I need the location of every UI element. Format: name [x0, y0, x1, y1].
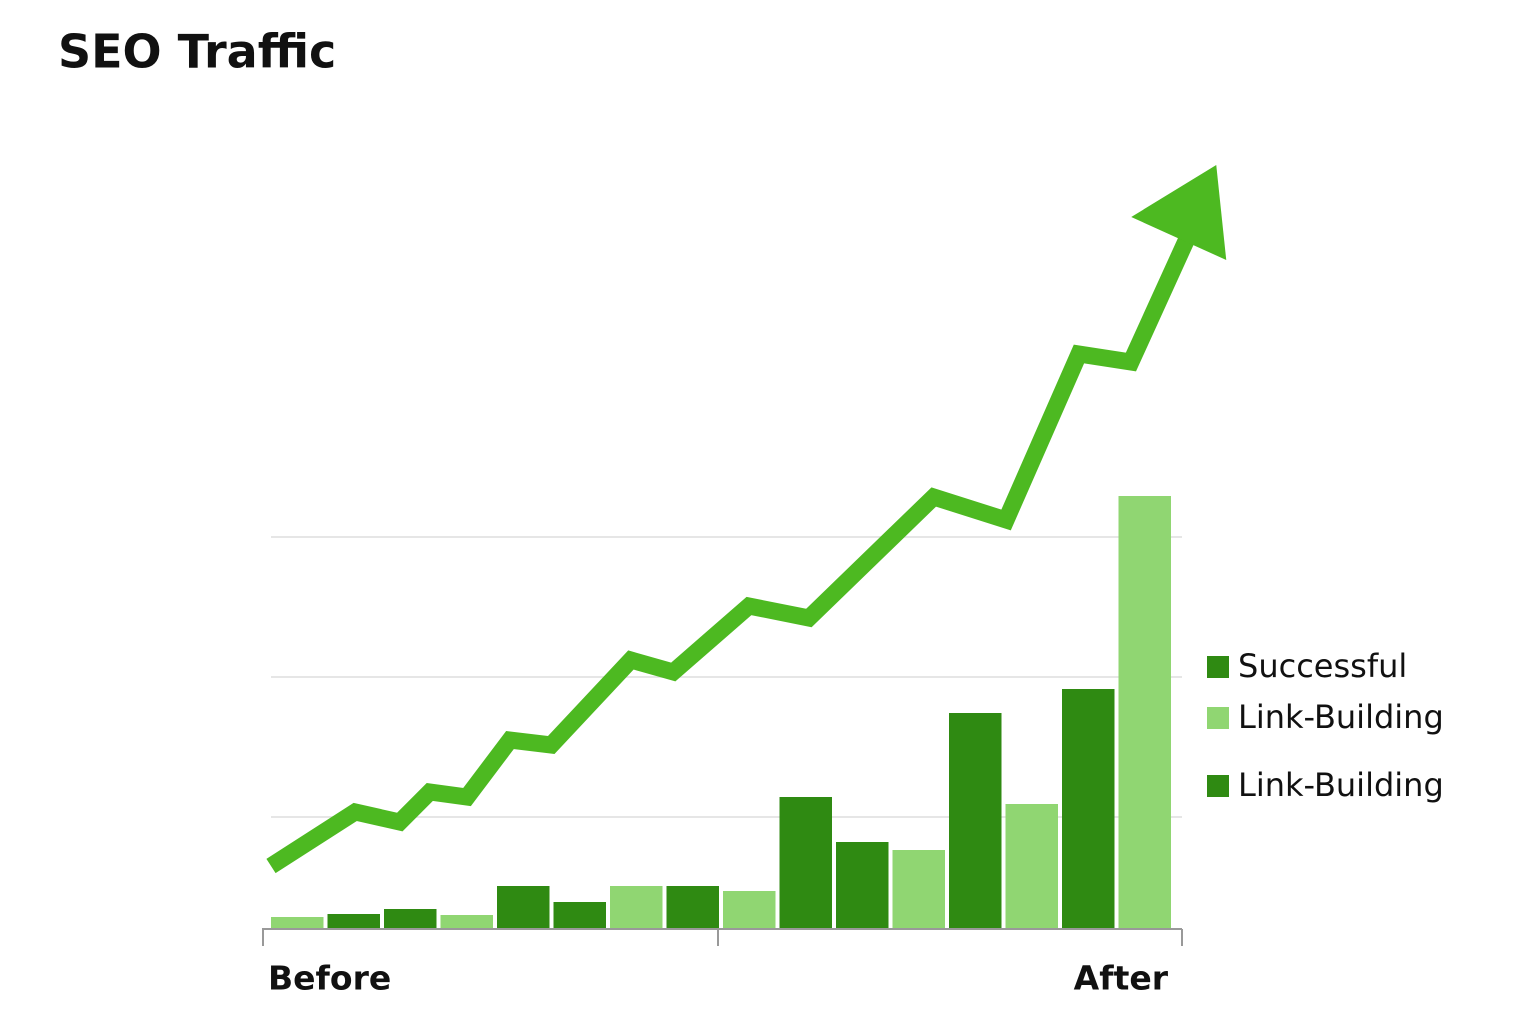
x-label: Before — [268, 959, 391, 998]
x-axis — [262, 928, 1183, 946]
trend-arrowhead — [1131, 165, 1227, 260]
legend-label: Successful — [1238, 647, 1407, 685]
bar — [723, 891, 776, 928]
bar — [1118, 496, 1171, 928]
bar — [1062, 689, 1115, 928]
legend-label: Link-Building — [1238, 766, 1444, 804]
bar — [553, 902, 606, 928]
bar — [440, 915, 493, 928]
legend-swatch — [1207, 707, 1229, 729]
trend-line — [266, 199, 1211, 874]
bar — [271, 917, 324, 928]
legend-swatch — [1207, 656, 1229, 678]
x-label: After — [1074, 959, 1169, 998]
bar — [949, 713, 1002, 928]
bar — [836, 842, 889, 928]
chart-title: SEO Traffic — [58, 25, 336, 79]
legend-label: Link-Building — [1238, 698, 1444, 736]
bar — [384, 909, 437, 928]
bar — [779, 797, 832, 928]
bar — [892, 850, 945, 928]
bar — [327, 914, 380, 928]
bar — [666, 886, 719, 928]
bar — [610, 886, 663, 928]
bar — [497, 886, 550, 928]
legend-swatch — [1207, 775, 1229, 797]
bar — [1005, 804, 1058, 928]
